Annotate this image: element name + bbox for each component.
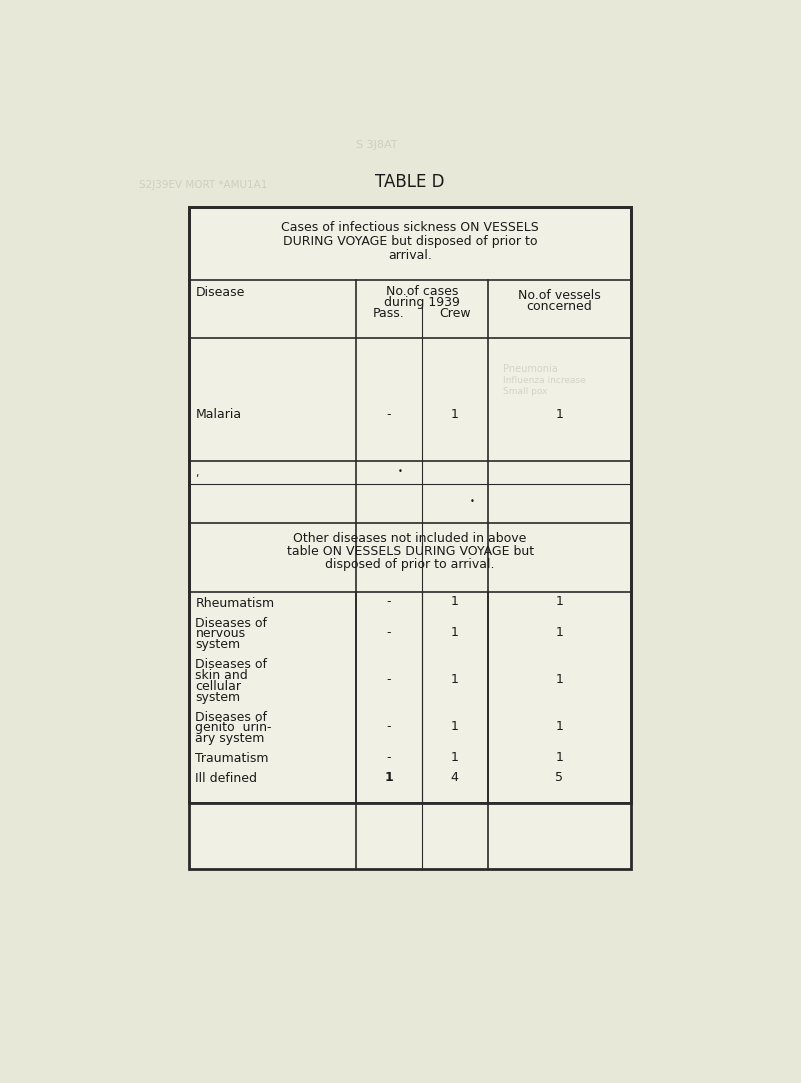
Text: 1: 1 xyxy=(451,408,459,421)
Bar xyxy=(189,207,631,803)
Text: system: system xyxy=(195,638,240,651)
Text: 1: 1 xyxy=(451,596,459,609)
Text: table ON VESSELS DURING VOYAGE but: table ON VESSELS DURING VOYAGE but xyxy=(287,545,533,558)
Text: Ill defined: Ill defined xyxy=(195,772,257,785)
Text: Small pox: Small pox xyxy=(503,388,548,396)
Text: TABLE D: TABLE D xyxy=(376,173,445,192)
Text: 1: 1 xyxy=(555,596,563,609)
Text: cellular: cellular xyxy=(195,680,241,693)
Text: -: - xyxy=(387,596,391,609)
Text: -: - xyxy=(387,674,391,687)
Text: 1: 1 xyxy=(555,720,563,733)
Text: Crew: Crew xyxy=(439,308,470,321)
Text: -: - xyxy=(387,408,391,421)
Text: system: system xyxy=(195,691,240,704)
Text: -: - xyxy=(387,626,391,639)
Text: 1: 1 xyxy=(451,626,459,639)
Text: -: - xyxy=(387,751,391,764)
Text: 1: 1 xyxy=(451,751,459,764)
Text: S 3J8AT: S 3J8AT xyxy=(356,141,397,151)
Text: Diseases of: Diseases of xyxy=(195,710,268,723)
Text: concerned: concerned xyxy=(526,300,592,313)
Text: 5: 5 xyxy=(555,771,563,784)
Text: Other diseases not included in above: Other diseases not included in above xyxy=(293,532,527,545)
Text: Cases of infectious sickness ON VESSELS: Cases of infectious sickness ON VESSELS xyxy=(281,221,539,234)
Text: arrival.: arrival. xyxy=(388,248,432,261)
Text: Malaria: Malaria xyxy=(195,408,242,421)
Text: •: • xyxy=(469,497,474,507)
Text: ary system: ary system xyxy=(195,732,265,745)
Text: Diseases of: Diseases of xyxy=(195,658,268,671)
Text: nervous: nervous xyxy=(195,627,246,640)
Text: 1: 1 xyxy=(555,626,563,639)
Text: 4: 4 xyxy=(451,771,459,784)
Text: Traumatism: Traumatism xyxy=(195,752,269,765)
Text: 1: 1 xyxy=(451,674,459,687)
Text: ,: , xyxy=(195,468,199,478)
Text: DURING VOYAGE but disposed of prior to: DURING VOYAGE but disposed of prior to xyxy=(283,235,537,248)
Text: 1: 1 xyxy=(451,720,459,733)
Text: Disease: Disease xyxy=(195,286,245,299)
Text: Influenza increase: Influenza increase xyxy=(503,376,586,384)
Text: No.of cases: No.of cases xyxy=(385,285,458,298)
Text: 1: 1 xyxy=(384,771,393,784)
Text: -: - xyxy=(387,720,391,733)
Text: skin and: skin and xyxy=(195,669,248,682)
Text: Pneumonia: Pneumonia xyxy=(503,364,557,374)
Text: S2J39EV MORT *AMU1A1: S2J39EV MORT *AMU1A1 xyxy=(139,181,268,191)
Text: No.of vessels: No.of vessels xyxy=(518,289,601,302)
Text: disposed of prior to arrival.: disposed of prior to arrival. xyxy=(325,558,495,571)
Text: 1: 1 xyxy=(555,674,563,687)
Text: 1: 1 xyxy=(555,408,563,421)
Text: genito  urin-: genito urin- xyxy=(195,721,272,734)
Text: Diseases of: Diseases of xyxy=(195,616,268,629)
Text: Pass.: Pass. xyxy=(373,308,405,321)
Bar xyxy=(189,207,631,870)
Text: during 1939: during 1939 xyxy=(384,296,460,309)
Text: 1: 1 xyxy=(555,751,563,764)
Text: •: • xyxy=(398,467,403,475)
Text: Rheumatism: Rheumatism xyxy=(195,597,275,610)
